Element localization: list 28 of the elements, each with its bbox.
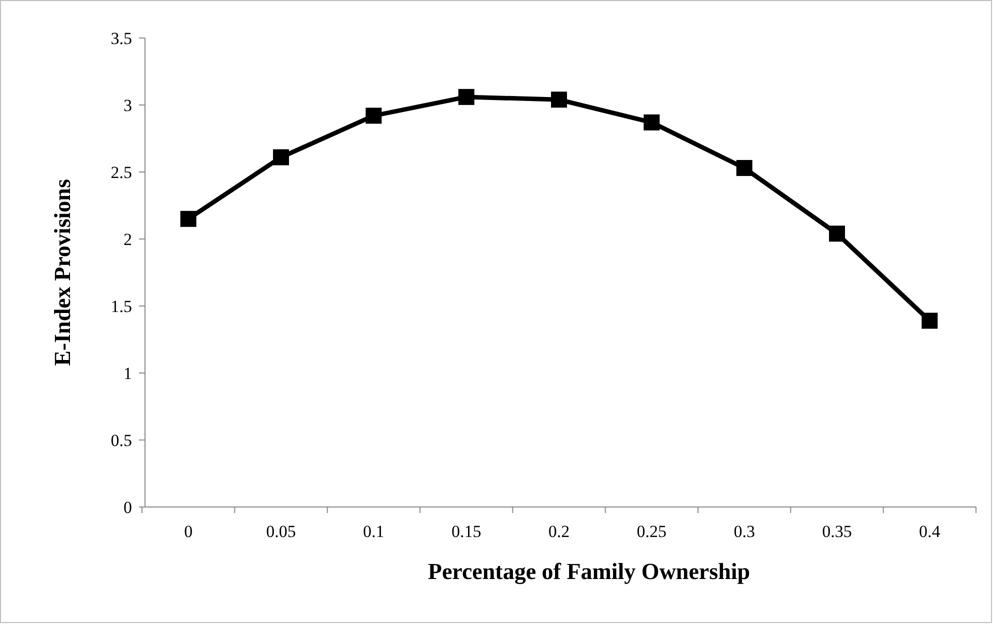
x-tick-label: 0.1 — [363, 522, 384, 541]
y-tick-label: 0.5 — [110, 430, 132, 450]
y-tick-label: 3.5 — [110, 28, 132, 48]
point — [366, 108, 382, 124]
point — [829, 226, 845, 242]
x-tick-label: 0.4 — [919, 522, 941, 541]
x-tick-label: 0.05 — [266, 522, 296, 541]
point — [736, 160, 752, 176]
x-tick-label: 0.2 — [548, 522, 570, 541]
x-tick-label: 0 — [184, 522, 193, 541]
y-tick-label: 1.5 — [110, 296, 132, 316]
x-tick-label: 0.3 — [734, 522, 755, 541]
point — [273, 149, 289, 166]
x-tick-label: 0.15 — [451, 522, 482, 541]
y-axis-title: E-Index Provisions — [50, 179, 75, 366]
point — [180, 210, 196, 227]
y-tick-label: 2 — [124, 230, 132, 249]
point — [458, 88, 474, 105]
y-tick-label: 0 — [124, 498, 132, 517]
point — [551, 92, 567, 108]
y-tick-label: 1 — [124, 364, 132, 383]
x-tick-label: 0.35 — [822, 522, 852, 541]
point — [922, 312, 938, 329]
x-tick-label: 0.25 — [636, 522, 667, 541]
x-axis-title: Percentage of Family Ownership — [428, 559, 750, 585]
point — [644, 114, 660, 130]
y-tick-label: 3 — [124, 96, 132, 115]
y-tick-label: 2.5 — [110, 162, 132, 182]
